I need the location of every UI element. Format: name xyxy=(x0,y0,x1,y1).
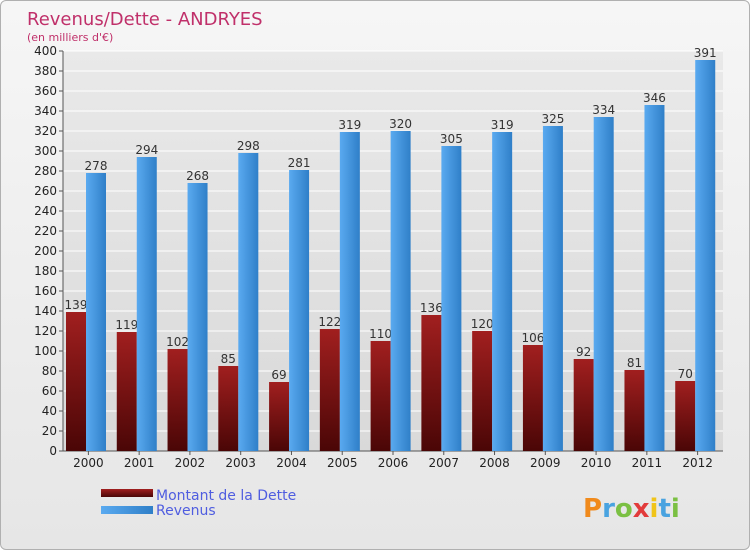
x-tick-label: 2007 xyxy=(428,456,459,470)
data-label-debt: 70 xyxy=(678,367,693,381)
data-label-revenus: 305 xyxy=(440,132,463,146)
bar-debt xyxy=(167,349,188,451)
bar-debt xyxy=(66,312,86,451)
data-label-revenus: 294 xyxy=(135,143,158,157)
svg-text:Proxiti: Proxiti xyxy=(583,494,680,524)
y-tick-label: 180 xyxy=(34,264,57,278)
legend-swatch-debt xyxy=(101,489,153,497)
legend-label-revenus: Revenus xyxy=(156,503,216,519)
bar-revenus xyxy=(441,146,462,451)
bar-debt xyxy=(573,359,594,451)
bar-debt xyxy=(675,381,696,451)
y-tick-label: 140 xyxy=(34,304,57,318)
bar-revenus xyxy=(644,105,665,451)
bar-revenus xyxy=(339,132,360,451)
x-tick-label: 2009 xyxy=(530,456,561,470)
y-tick-label: 100 xyxy=(34,344,57,358)
x-tick-label: 2003 xyxy=(225,456,256,470)
bar-revenus xyxy=(390,131,411,451)
data-label-revenus: 391 xyxy=(694,46,717,60)
data-label-revenus: 298 xyxy=(237,139,260,153)
bar-revenus xyxy=(289,170,310,451)
y-tick-label: 0 xyxy=(49,444,57,458)
y-tick-label: 320 xyxy=(34,124,57,138)
data-label-revenus: 268 xyxy=(186,169,209,183)
y-tick-label: 360 xyxy=(34,84,57,98)
bar-revenus xyxy=(86,173,106,451)
data-label-revenus: 319 xyxy=(491,118,514,132)
x-tick-label: 2005 xyxy=(327,456,358,470)
data-label-revenus: 334 xyxy=(592,103,615,117)
bar-debt xyxy=(116,332,137,451)
plot-area: 0 20 40 60 80 100 120 140 160 180 200 220 240 260 280 3… xyxy=(34,44,723,470)
y-tick-label: 160 xyxy=(34,284,57,298)
data-label-debt: 139 xyxy=(65,298,88,312)
proxiti-logo: Proxiti xyxy=(583,494,680,524)
y-tick-label: 340 xyxy=(34,104,57,118)
legend-swatch-revenus xyxy=(101,506,153,514)
data-label-debt: 102 xyxy=(166,335,189,349)
data-label-revenus: 320 xyxy=(389,117,412,131)
bar-debt xyxy=(472,331,493,451)
bar-debt xyxy=(319,329,340,451)
bar-revenus xyxy=(492,132,513,451)
data-label-revenus: 325 xyxy=(541,112,564,126)
bar-revenus xyxy=(593,117,614,451)
bar-revenus xyxy=(542,126,563,451)
x-tick-label: 2000 xyxy=(73,456,104,470)
x-tick-label: 2006 xyxy=(378,456,409,470)
y-tick-label: 40 xyxy=(42,404,57,418)
bar-debt xyxy=(370,341,391,451)
bar-debt xyxy=(522,345,543,451)
bar-revenus xyxy=(187,183,208,451)
legend: Montant de la Dette Revenus xyxy=(101,488,296,519)
y-tick-label: 240 xyxy=(34,204,57,218)
y-tick-label: 200 xyxy=(34,244,57,258)
x-tick-label: 2008 xyxy=(479,456,510,470)
data-label-debt: 81 xyxy=(627,356,642,370)
data-label-debt: 110 xyxy=(369,327,392,341)
x-tick-label: 2002 xyxy=(175,456,206,470)
data-label-revenus: 319 xyxy=(338,118,361,132)
y-tick-label: 300 xyxy=(34,144,57,158)
y-tick-label: 80 xyxy=(42,364,57,378)
bar-revenus xyxy=(238,153,259,451)
bar-debt xyxy=(269,382,290,451)
y-tick-label: 280 xyxy=(34,164,57,178)
data-label-debt: 122 xyxy=(318,315,341,329)
data-label-debt: 106 xyxy=(521,331,544,345)
data-label-revenus: 278 xyxy=(85,159,108,173)
y-tick-label: 60 xyxy=(42,384,57,398)
x-tick-label: 2012 xyxy=(682,456,713,470)
chart-subtitle: (en milliers d'€) xyxy=(27,31,113,44)
bar-revenus xyxy=(695,60,716,451)
x-tick-label: 2004 xyxy=(276,456,307,470)
x-tick-label: 2011 xyxy=(632,456,663,470)
y-tick-label: 260 xyxy=(34,184,57,198)
data-label-debt: 119 xyxy=(115,318,138,332)
bar-debt xyxy=(218,366,239,451)
x-tick-label: 2010 xyxy=(581,456,612,470)
data-label-debt: 92 xyxy=(576,345,591,359)
x-tick-label: 2001 xyxy=(124,456,155,470)
y-tick-label: 400 xyxy=(34,44,57,58)
chart-title: Revenus/Dette - ANDRYES xyxy=(27,9,263,30)
data-label-revenus: 346 xyxy=(643,91,666,105)
y-tick-label: 380 xyxy=(34,64,57,78)
bar-debt xyxy=(421,315,442,451)
data-label-debt: 136 xyxy=(420,301,443,315)
bar-revenus xyxy=(136,157,157,451)
data-label-debt: 85 xyxy=(221,352,236,366)
y-tick-label: 20 xyxy=(42,424,57,438)
data-label-debt: 120 xyxy=(471,317,494,331)
data-label-revenus: 281 xyxy=(288,156,311,170)
data-label-debt: 69 xyxy=(271,368,286,382)
bar-debt xyxy=(624,370,645,451)
y-tick-label: 120 xyxy=(34,324,57,338)
legend-label-debt: Montant de la Dette xyxy=(156,488,296,504)
y-tick-label: 220 xyxy=(34,224,57,238)
